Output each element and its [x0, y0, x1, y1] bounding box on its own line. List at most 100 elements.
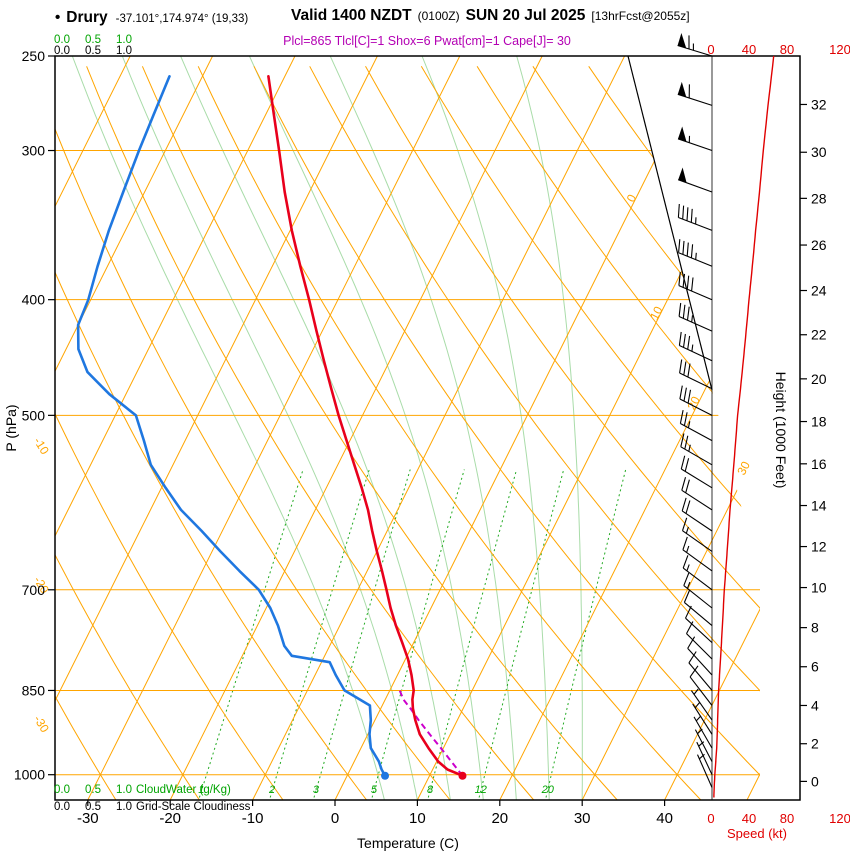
cloudwater-axis-title: CloudWater (g/Kg) [136, 784, 231, 796]
height-tick-label: 14 [811, 498, 827, 514]
speed-edge-tick-label: 120 [829, 42, 850, 57]
mixing-ratio-label: 5 [371, 784, 378, 796]
speed-tick-label: 40 [742, 811, 756, 826]
isotherm-line [55, 56, 378, 800]
height-tick-label: 4 [811, 697, 819, 713]
temperature-axis-title: Temperature (C) [357, 835, 459, 851]
cloudiness-tick: 1.0 [116, 801, 132, 813]
cloudiness-axis-title: Grid-Scale Cloudiness [136, 801, 251, 813]
temperature-tick-label: 0 [331, 810, 339, 827]
dry-adiabat-line [532, 66, 760, 800]
station-title: • Drury -37.101°,174.974° (19,33) [55, 9, 248, 27]
isotherm-line [581, 56, 760, 800]
temperature-tick-label: -30 [77, 810, 99, 827]
pressure-tick-label: 850 [22, 682, 46, 698]
height-tick-label: 6 [811, 659, 819, 675]
isotherm-line [746, 56, 760, 800]
valid-date: SUN 20 Jul 2025 [465, 7, 586, 24]
height-tick-label: 26 [811, 237, 827, 253]
isotherm-line [55, 56, 296, 800]
mixing-ratio-label: 2 [268, 784, 275, 796]
speed-tick-label: 0 [707, 811, 714, 826]
station-name: Drury [66, 9, 108, 26]
isotherm-line [664, 56, 760, 800]
speed-axis-title: Speed (kt) [727, 826, 787, 841]
moist-adiabat-line [329, 56, 517, 800]
dry-adiabat-line [55, 66, 451, 800]
dry-adiabat-line [365, 66, 760, 800]
dry-adiabat-line [197, 66, 702, 800]
height-axis-title: Height (1000 Feet) [773, 372, 789, 489]
speed-tick-label: 40 [742, 42, 756, 57]
cloudiness-tick: 0.0 [54, 801, 70, 813]
cloudwater-tick: 0.0 [54, 34, 70, 46]
height-tick-label: 20 [811, 371, 827, 387]
mixing-ratio-line [478, 469, 565, 798]
cloud-scales: 0.00.00.50.51.01.00.00.00.50.51.01.0Clou… [54, 34, 251, 813]
cloudwater-tick: 0.5 [85, 34, 101, 46]
moist-adiabat-line [180, 56, 451, 800]
height-tick-label: 22 [811, 327, 827, 343]
speed-curve [713, 55, 775, 798]
grid-cutoff-diagonal [627, 55, 713, 391]
indices-text: Plcl=865 Tlcl[C]=1 Shox=6 Pwat[cm]=1 Cap… [283, 34, 571, 48]
isotherm-line [55, 56, 214, 800]
pressure-axis-title: P (hPa) [3, 404, 19, 451]
cloudwater-tick: 1.0 [116, 784, 132, 796]
skewt-grid [55, 56, 760, 800]
cloudwater-tick: 1.0 [116, 34, 132, 46]
dry-adiabat-line [309, 66, 760, 800]
height-tick-label: 10 [811, 580, 827, 596]
temperature-curve [267, 75, 464, 777]
dry-adiabat-line [55, 66, 284, 800]
dry-adiabat-line [55, 66, 117, 800]
valid-utc: (0100Z) [417, 9, 460, 23]
station-marker-icon: • [55, 9, 61, 26]
isotherm-line [416, 56, 760, 800]
dry-adiabat-line [55, 66, 367, 800]
cloudiness-tick: 1.0 [116, 45, 132, 57]
dry-adiabat-label: -10 [31, 435, 52, 457]
pressure-tick-label: 300 [22, 143, 46, 159]
isotherm-line [334, 56, 708, 800]
isotherm-line [252, 56, 626, 800]
mixing-ratio-label: 20 [541, 784, 555, 796]
sounding-indices: Plcl=865 Tlcl[C]=1 Shox=6 Pwat[cm]=1 Cap… [283, 34, 571, 48]
pressure-tick-label: 250 [22, 48, 46, 64]
isotherm-line [169, 56, 543, 800]
cloudiness-tick: 0.0 [54, 45, 70, 57]
temperature-tick-label: -10 [242, 810, 264, 827]
surface-temp-dot [458, 771, 467, 780]
dry-adiabat-line [253, 66, 760, 800]
mixing-ratio-label: 8 [427, 784, 434, 796]
temperature-tick-label: -20 [159, 810, 181, 827]
cloudiness-tick: 0.5 [85, 801, 101, 813]
moist-adiabat-line [421, 56, 550, 800]
isotherm-label: 10 [647, 304, 666, 323]
moist-adiabat-line [71, 56, 385, 800]
forecast-tag: [13hrFcst@2055z] [591, 9, 690, 23]
pressure-tick-label: 400 [22, 292, 46, 308]
surface-dewpoint-dot [381, 771, 390, 780]
pressure-tick-label: 500 [22, 407, 46, 423]
station-coords: -37.101°,174.974° (19,33) [115, 13, 249, 25]
temperature-tick-label: 20 [491, 810, 508, 827]
dry-adiabat-line [55, 66, 200, 800]
moist-adiabat-line [516, 56, 583, 800]
isotherm-label: 0 [624, 192, 640, 205]
pressure-tick-label: 700 [22, 582, 46, 598]
speed-tick-label: 80 [780, 42, 794, 57]
height-tick-label: 32 [811, 96, 827, 112]
mixing-ratio-line [198, 469, 304, 798]
cloudwater-tick: 0.0 [54, 784, 70, 796]
dewpoint-curve [76, 75, 387, 777]
temperature-tick-label: 30 [574, 810, 591, 827]
dry-adiabat-line [86, 66, 535, 800]
height-tick-label: 30 [811, 144, 827, 160]
speed-edge-tick-label: 120 [829, 811, 850, 826]
cloudiness-tick: 0.5 [85, 45, 101, 57]
speed-tick-label: 0 [707, 42, 714, 57]
